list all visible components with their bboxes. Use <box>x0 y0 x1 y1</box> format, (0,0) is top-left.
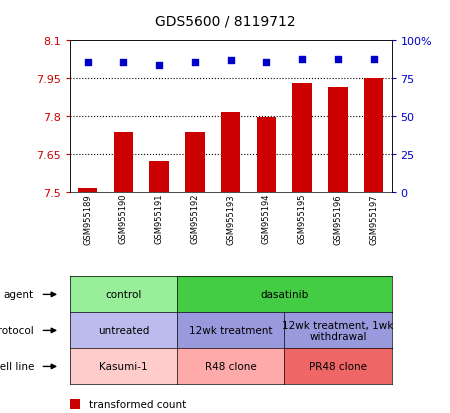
Point <box>120 59 127 66</box>
Text: R48 clone: R48 clone <box>205 361 256 372</box>
Text: untreated: untreated <box>98 325 149 336</box>
Bar <box>149 162 169 192</box>
Bar <box>292 84 312 192</box>
Text: 12wk treatment: 12wk treatment <box>189 325 272 336</box>
Bar <box>221 113 240 192</box>
Text: GDS5600 / 8119712: GDS5600 / 8119712 <box>155 14 295 28</box>
Text: transformed count: transformed count <box>89 399 186 409</box>
Point <box>156 62 163 69</box>
Bar <box>185 133 205 192</box>
Bar <box>256 118 276 192</box>
Point <box>370 56 377 63</box>
Text: protocol: protocol <box>0 325 34 336</box>
Point <box>334 56 342 63</box>
Point <box>298 56 306 63</box>
Text: dasatinib: dasatinib <box>260 290 308 300</box>
Point <box>84 59 91 66</box>
Bar <box>113 133 133 192</box>
Bar <box>364 79 383 192</box>
Text: 12wk treatment, 1wk
withdrawal: 12wk treatment, 1wk withdrawal <box>282 320 394 342</box>
Bar <box>328 88 348 192</box>
Point <box>191 59 198 66</box>
Text: control: control <box>105 290 142 300</box>
Point <box>263 59 270 66</box>
Text: Kasumi-1: Kasumi-1 <box>99 361 148 372</box>
Bar <box>78 188 98 192</box>
Point <box>227 57 234 64</box>
Text: agent: agent <box>4 290 34 300</box>
Text: cell line: cell line <box>0 361 34 372</box>
Text: PR48 clone: PR48 clone <box>309 361 367 372</box>
